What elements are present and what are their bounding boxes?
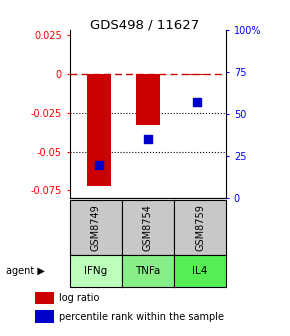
Bar bbox=[87, 74, 111, 186]
Text: GSM8754: GSM8754 bbox=[143, 204, 153, 251]
Point bbox=[146, 137, 150, 142]
Bar bbox=[136, 74, 160, 125]
Point bbox=[195, 100, 199, 105]
Text: log ratio: log ratio bbox=[59, 293, 100, 303]
Text: IFNg: IFNg bbox=[84, 266, 107, 276]
Bar bbox=[35, 310, 54, 323]
Text: agent ▶: agent ▶ bbox=[6, 266, 45, 276]
Bar bbox=[35, 292, 54, 304]
Text: IL4: IL4 bbox=[192, 266, 208, 276]
Point bbox=[97, 162, 101, 167]
Text: GSM8749: GSM8749 bbox=[91, 204, 101, 251]
Text: percentile rank within the sample: percentile rank within the sample bbox=[59, 312, 224, 322]
Bar bbox=[185, 74, 209, 75]
Text: TNFa: TNFa bbox=[135, 266, 161, 276]
Text: GDS498 / 11627: GDS498 / 11627 bbox=[90, 18, 200, 32]
Text: GSM8759: GSM8759 bbox=[195, 204, 205, 251]
